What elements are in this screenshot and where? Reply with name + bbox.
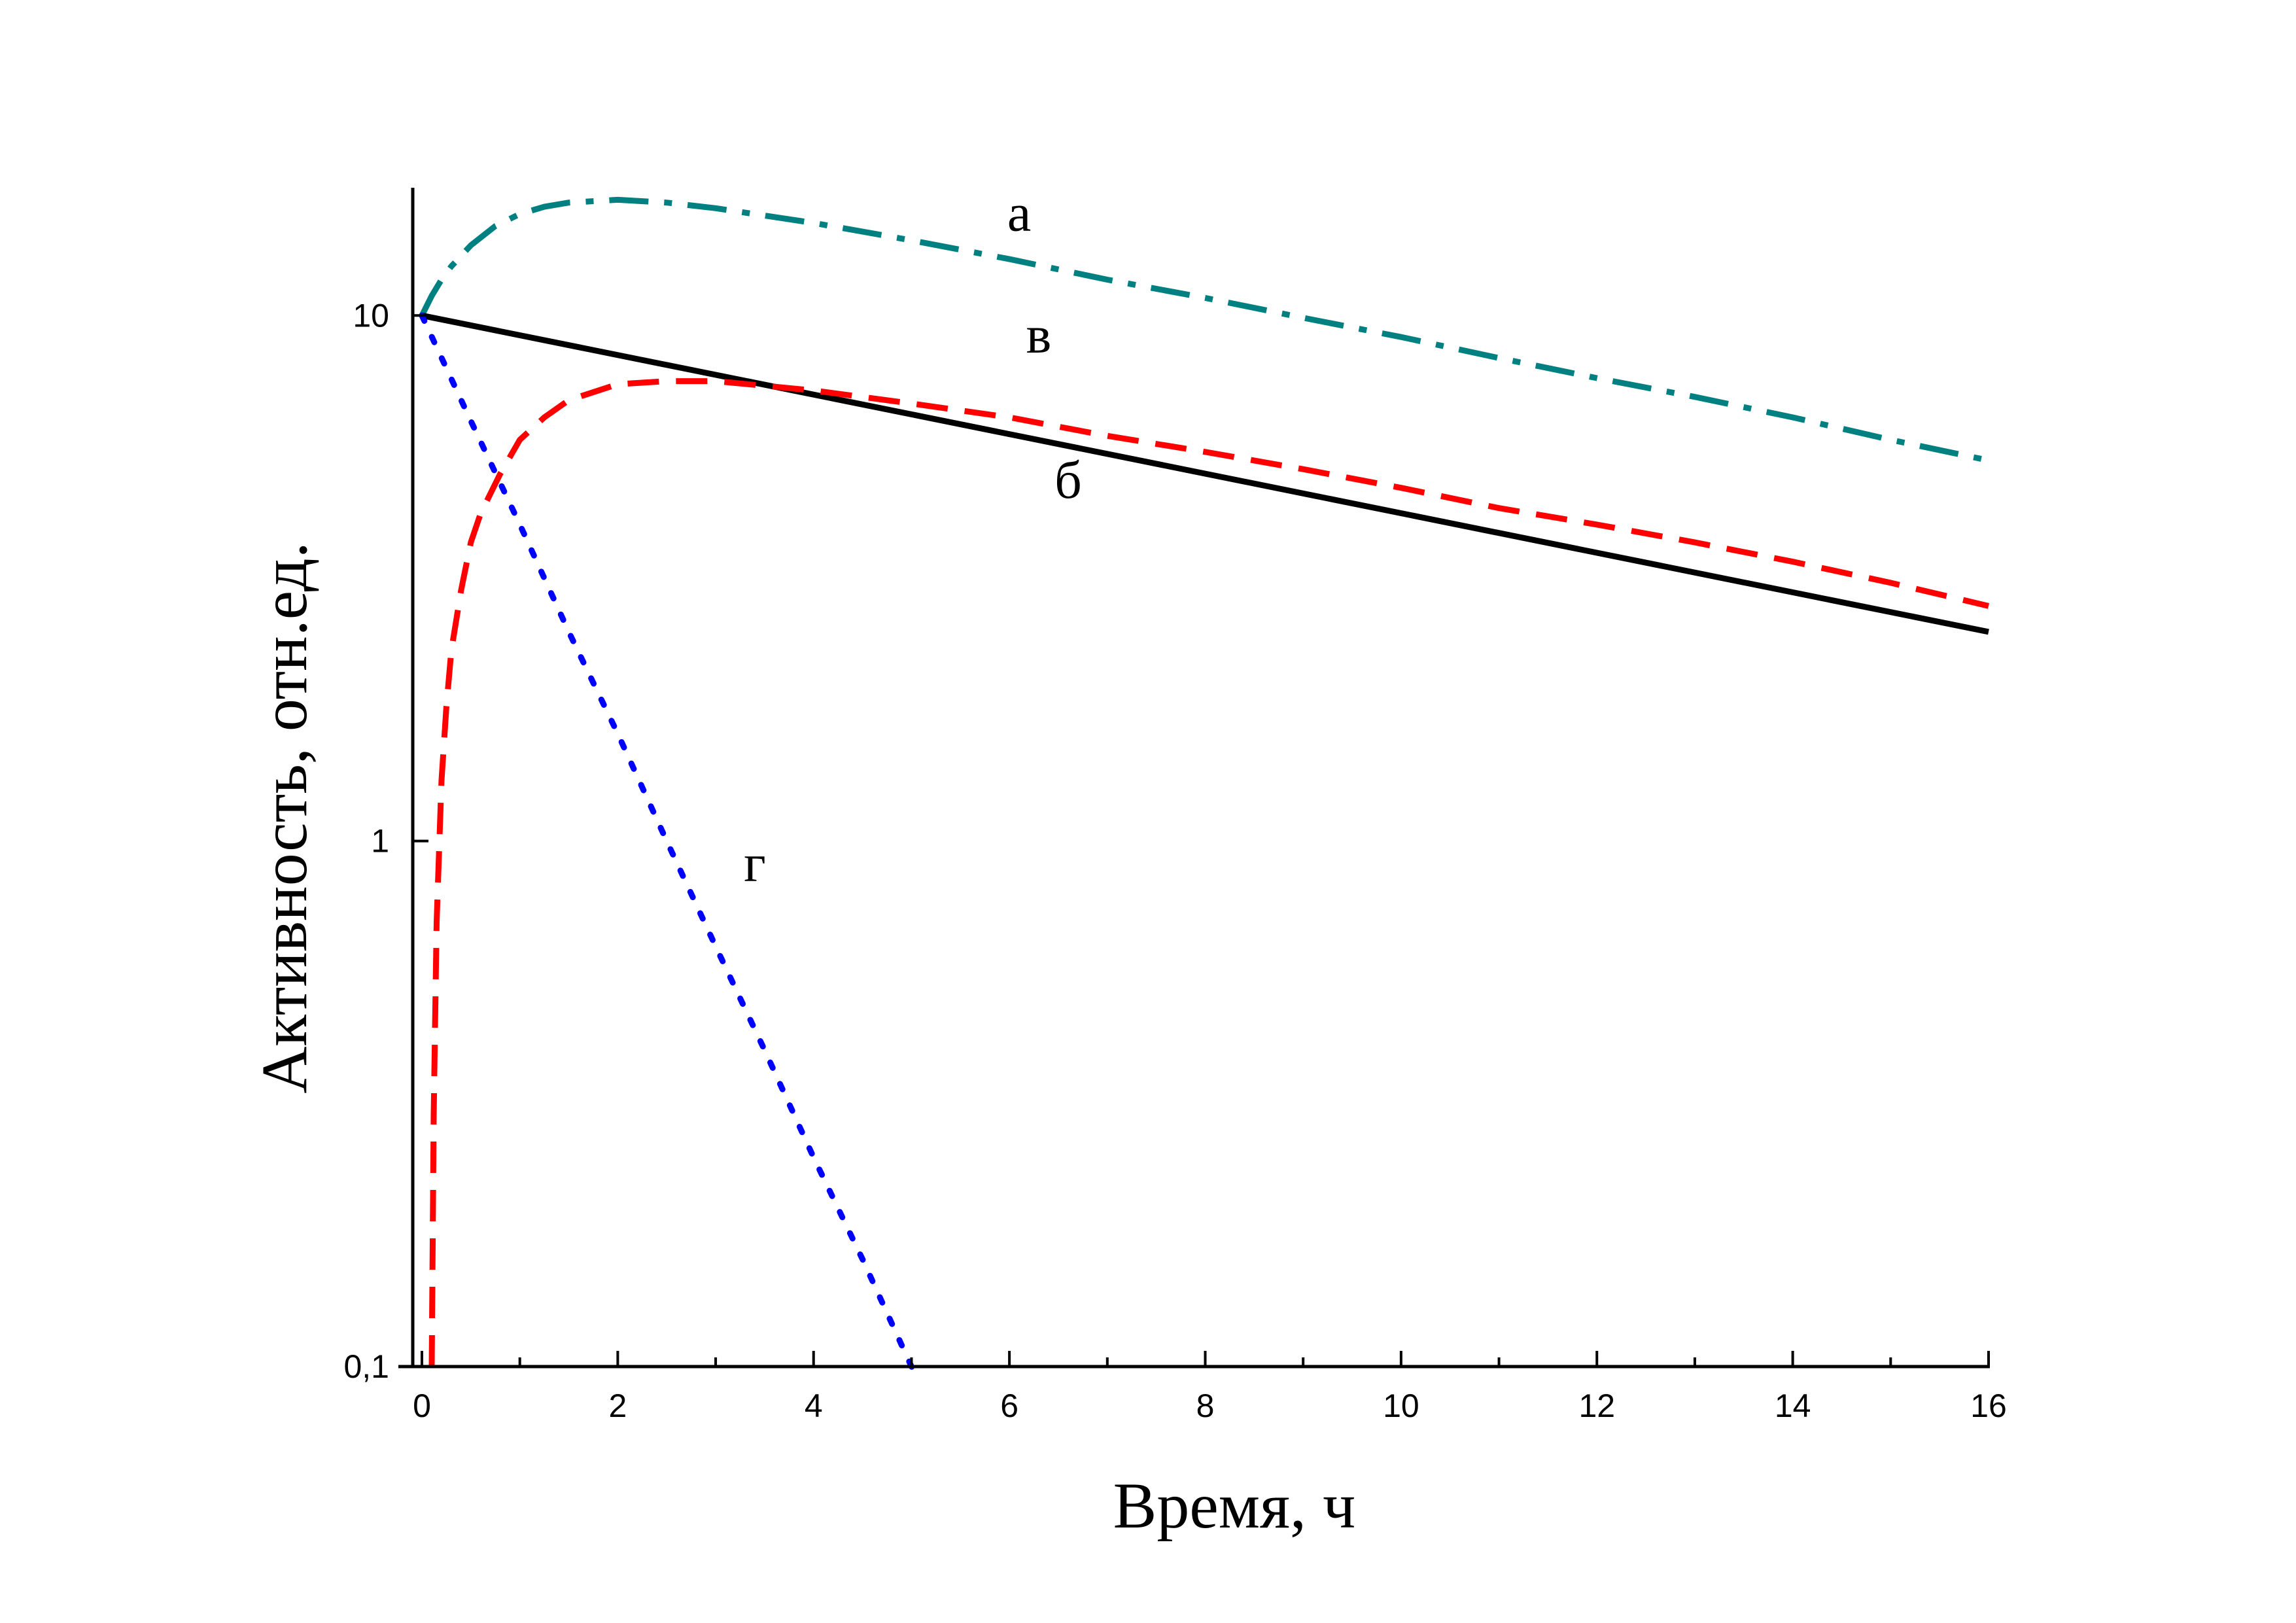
curve-label: г xyxy=(744,833,766,892)
annotations-layer: а в б г xyxy=(744,183,1082,893)
series-4-line xyxy=(419,312,924,1382)
series-2-line xyxy=(421,312,1989,635)
x-tick-label: 14 xyxy=(1775,1387,1811,1424)
y-tick-label: 0,1 xyxy=(343,1348,389,1385)
x-tick-label: 6 xyxy=(1000,1387,1018,1424)
y-tick-label: 10 xyxy=(353,297,389,334)
curve-label: в xyxy=(1026,305,1052,364)
x-tick-label: 16 xyxy=(1970,1387,2007,1424)
axes-layer xyxy=(398,188,1990,1369)
y-tick-label: 1 xyxy=(371,823,389,860)
series-3-line xyxy=(428,378,1990,1367)
series-layer xyxy=(419,196,1990,1382)
x-tick-label: 2 xyxy=(608,1387,627,1424)
x-tick-label: 8 xyxy=(1196,1387,1215,1424)
curve-label: а xyxy=(1007,183,1031,243)
series-1-line xyxy=(419,196,1989,464)
ticks-layer: 0 2 4 6 8 10 12 14 16 0,1 1 10 xyxy=(343,297,2006,1424)
curve-label: б xyxy=(1054,450,1082,510)
x-tick-label: 4 xyxy=(805,1387,823,1424)
x-tick-label: 0 xyxy=(413,1387,431,1424)
labels-layer: Время, ч Активность, отн.ед. xyxy=(248,542,1355,1542)
y-axis-title: Активность, отн.ед. xyxy=(248,542,321,1093)
x-tick-label: 10 xyxy=(1383,1387,1419,1424)
x-tick-label: 12 xyxy=(1578,1387,1615,1424)
x-axis-title: Время, ч xyxy=(1113,1469,1356,1542)
